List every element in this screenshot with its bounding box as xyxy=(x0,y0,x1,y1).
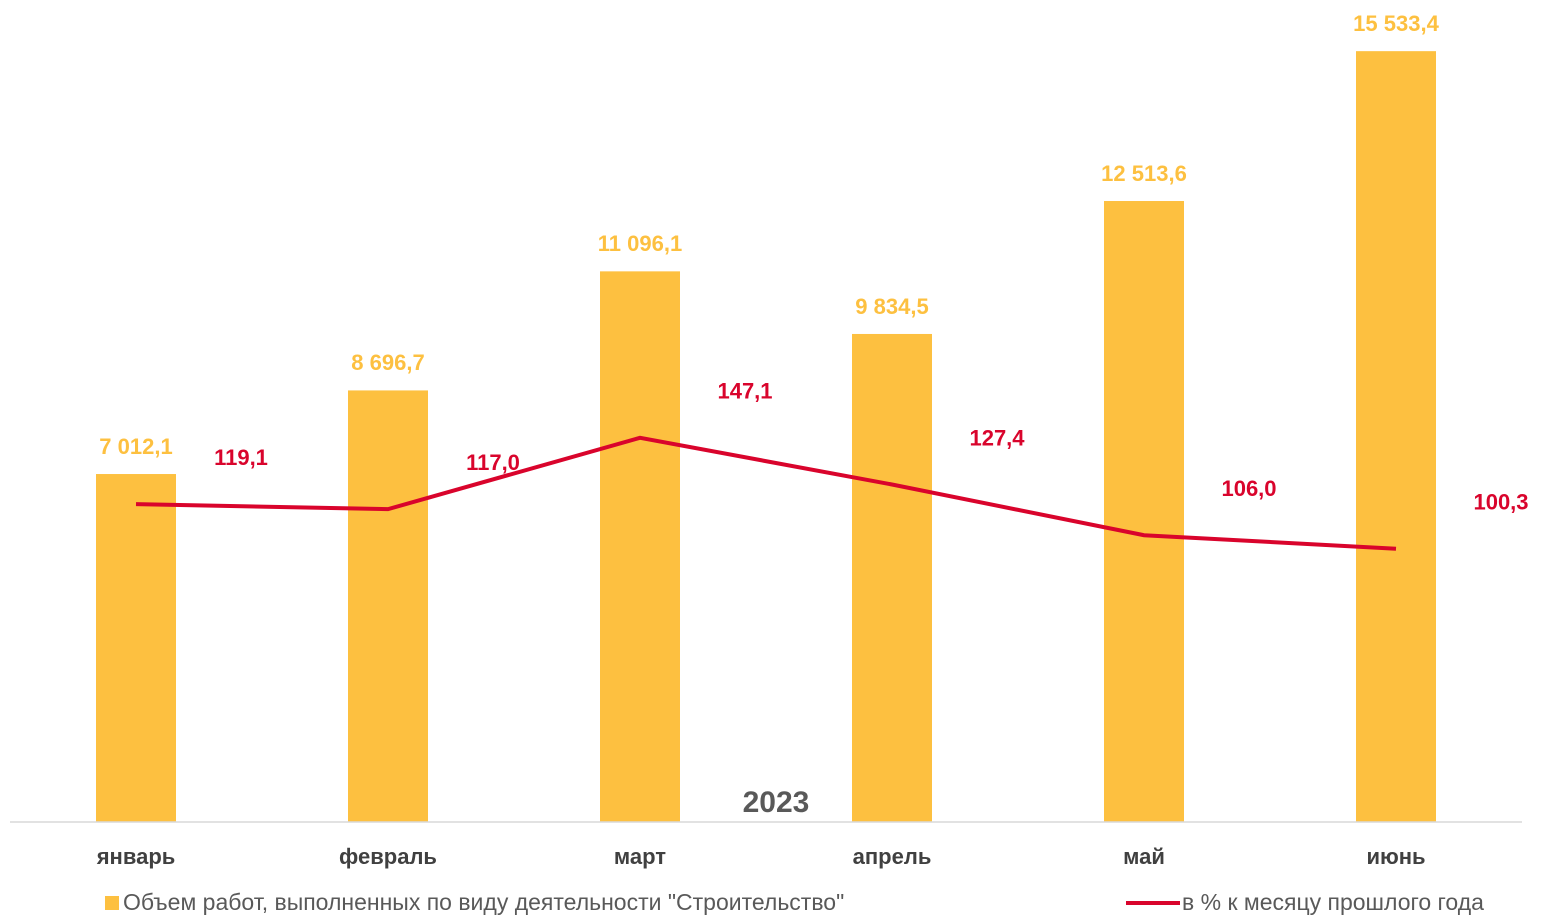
bar xyxy=(96,474,176,822)
bar xyxy=(600,271,680,822)
bar-value-label: 11 096,1 xyxy=(598,231,682,256)
x-tick-label: январь xyxy=(96,844,176,869)
legend-swatch xyxy=(105,896,119,910)
line-value-label: 127,4 xyxy=(969,425,1025,450)
line-value-label: 119,1 xyxy=(214,445,268,470)
x-tick-label: март xyxy=(614,844,666,869)
bar-value-label: 15 533,4 xyxy=(1353,11,1439,36)
line xyxy=(135,435,1397,551)
x-tick-label: июнь xyxy=(1366,844,1425,869)
x-axis-title: 2023 xyxy=(743,786,810,819)
bar xyxy=(348,390,428,822)
line-value-label: 117,0 xyxy=(466,450,520,475)
bar xyxy=(1104,201,1184,823)
line-value-label: 100,3 xyxy=(1473,490,1528,515)
bar-value-label: 8 696,7 xyxy=(351,350,424,375)
x-tick-label: апрель xyxy=(853,844,932,869)
line-value-label: 106,0 xyxy=(1221,476,1276,501)
line-value-label: 147,1 xyxy=(717,379,772,404)
legend-label: в % к месяцу прошлого года xyxy=(1182,889,1484,915)
bar-value-label: 7 012,1 xyxy=(99,434,172,459)
bar xyxy=(852,333,932,822)
x-tick-label: февраль xyxy=(339,844,437,869)
legend-label: Объем работ, выполненных по виду деятель… xyxy=(123,889,844,915)
bar-value-label: 12 513,6 xyxy=(1101,161,1187,186)
bar-value-label: 9 834,5 xyxy=(855,294,928,319)
x-tick-label: май xyxy=(1123,844,1165,869)
bar xyxy=(1356,51,1436,822)
